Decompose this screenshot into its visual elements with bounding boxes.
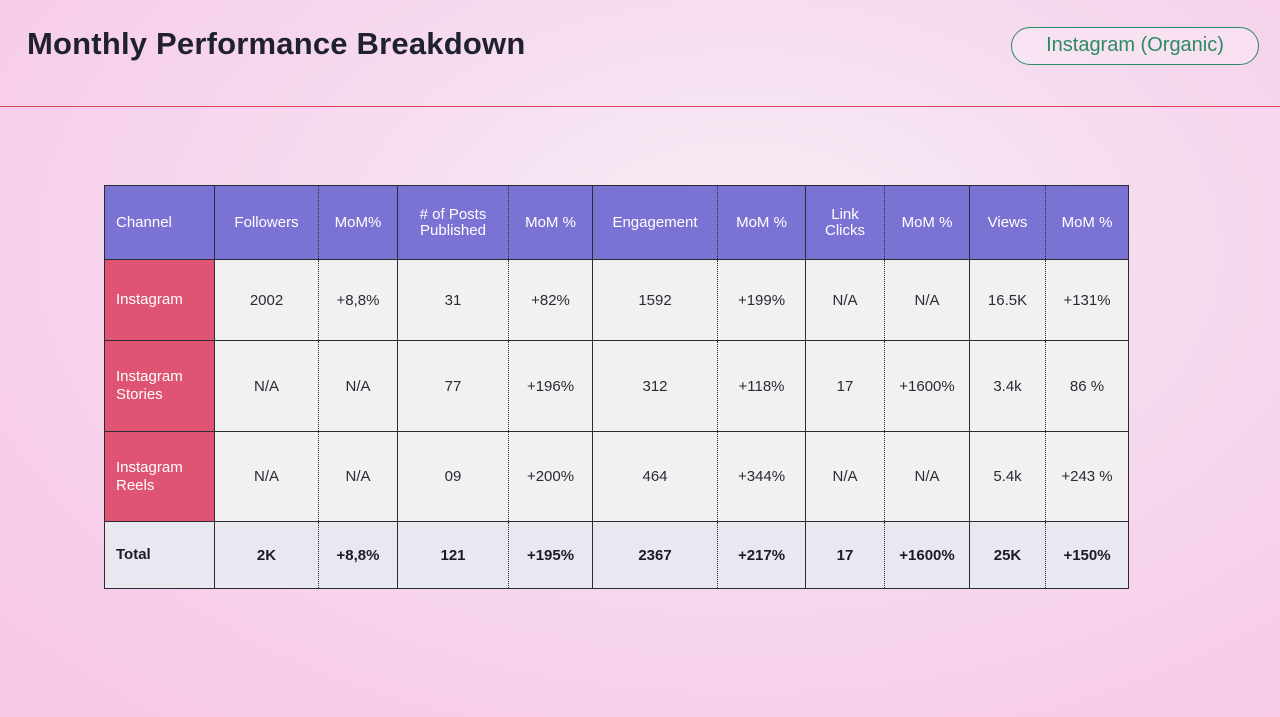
total-link-clicks: 17 [805, 521, 885, 589]
table-row: Instagram Stories N/A N/A 77 +196% 312 +… [104, 340, 1129, 432]
row-label: Instagram [104, 259, 215, 341]
cell-posts: 09 [397, 431, 509, 522]
cell-posts: 31 [397, 259, 509, 341]
cell-posts-mom: +82% [508, 259, 593, 341]
column-header-views-mom: MoM % [1045, 185, 1129, 260]
cell-engagement-mom: +199% [717, 259, 806, 341]
cell-views-mom: +243 % [1045, 431, 1129, 522]
total-followers: 2K [214, 521, 319, 589]
total-engagement: 2367 [592, 521, 718, 589]
table-total-row: Total 2K +8,8% 121 +195% 2367 +217% 17 +… [104, 521, 1129, 589]
total-posts: 121 [397, 521, 509, 589]
cell-engagement-mom: +344% [717, 431, 806, 522]
column-header-engagement-mom: MoM % [717, 185, 806, 260]
table-header-row: Channel Followers MoM% # of Posts Publis… [104, 185, 1129, 260]
cell-posts: 77 [397, 340, 509, 432]
cell-link-clicks: N/A [805, 431, 885, 522]
table-row: Instagram 2002 +8,8% 31 +82% 1592 +199% … [104, 259, 1129, 341]
header-divider [0, 106, 1280, 107]
total-followers-mom: +8,8% [318, 521, 398, 589]
column-header-posts: # of Posts Published [397, 185, 509, 260]
cell-engagement-mom: +118% [717, 340, 806, 432]
cell-followers-mom: N/A [318, 340, 398, 432]
cell-engagement: 464 [592, 431, 718, 522]
column-header-posts-mom: MoM % [508, 185, 593, 260]
cell-views: 16.5K [969, 259, 1046, 341]
cell-followers-mom: +8,8% [318, 259, 398, 341]
cell-views-mom: 86 % [1045, 340, 1129, 432]
column-header-channel: Channel [104, 185, 215, 260]
cell-link-clicks: 17 [805, 340, 885, 432]
cell-views: 3.4k [969, 340, 1046, 432]
column-header-link-clicks-mom: MoM % [884, 185, 970, 260]
cell-link-clicks: N/A [805, 259, 885, 341]
row-label: Instagram Stories [104, 340, 215, 432]
platform-badge: Instagram (Organic) [1011, 27, 1259, 65]
column-header-followers: Followers [214, 185, 319, 260]
total-views: 25K [969, 521, 1046, 589]
performance-table: Channel Followers MoM% # of Posts Publis… [104, 185, 1129, 589]
column-header-followers-mom: MoM% [318, 185, 398, 260]
total-views-mom: +150% [1045, 521, 1129, 589]
cell-views-mom: +131% [1045, 259, 1129, 341]
table-row: Instagram Reels N/A N/A 09 +200% 464 +34… [104, 431, 1129, 522]
cell-engagement: 312 [592, 340, 718, 432]
total-engagement-mom: +217% [717, 521, 806, 589]
column-header-views: Views [969, 185, 1046, 260]
cell-views: 5.4k [969, 431, 1046, 522]
column-header-link-clicks: Link Clicks [805, 185, 885, 260]
cell-followers: N/A [214, 431, 319, 522]
cell-posts-mom: +196% [508, 340, 593, 432]
cell-posts-mom: +200% [508, 431, 593, 522]
page-title: Monthly Performance Breakdown [27, 26, 526, 61]
cell-followers: N/A [214, 340, 319, 432]
row-label: Instagram Reels [104, 431, 215, 522]
cell-link-clicks-mom: +1600% [884, 340, 970, 432]
total-link-clicks-mom: +1600% [884, 521, 970, 589]
cell-followers: 2002 [214, 259, 319, 341]
cell-link-clicks-mom: N/A [884, 259, 970, 341]
column-header-engagement: Engagement [592, 185, 718, 260]
total-label: Total [104, 521, 215, 589]
cell-engagement: 1592 [592, 259, 718, 341]
total-posts-mom: +195% [508, 521, 593, 589]
cell-followers-mom: N/A [318, 431, 398, 522]
cell-link-clicks-mom: N/A [884, 431, 970, 522]
